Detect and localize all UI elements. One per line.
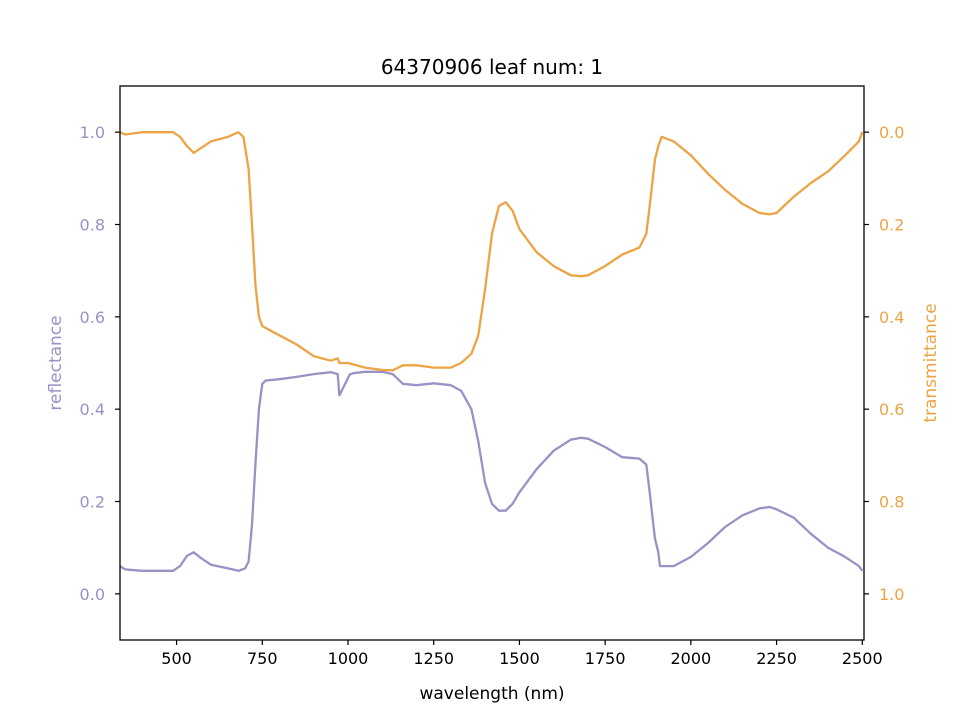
plot-layer <box>119 131 864 572</box>
x-tick-label: 2250 <box>756 649 797 668</box>
right-y-axis-label: transmittance <box>921 303 941 422</box>
left-y-tick-label: 0.2 <box>80 493 105 512</box>
right-y-tick-label: 0.2 <box>879 216 904 235</box>
reflectance-series-line <box>119 370 864 572</box>
x-tick-label: 2500 <box>842 649 883 668</box>
x-tick-label: 500 <box>161 649 192 668</box>
right-y-tick-label: 1.0 <box>879 585 904 604</box>
right-y-tick-label: 0.0 <box>879 123 904 142</box>
left-y-tick-label: 1.0 <box>80 123 105 142</box>
x-axis-label: wavelength (nm) <box>419 684 564 704</box>
x-tick-label: 1250 <box>413 649 454 668</box>
right-y-tick-label: 0.6 <box>879 400 904 419</box>
left-y-tick-label: 0.0 <box>80 585 105 604</box>
x-tick-label: 1500 <box>499 649 540 668</box>
x-axis: 500 750 1000 1250 1500 1750 2000 2250 2500 <box>161 640 883 668</box>
chart-title: 64370906 leaf num: 1 <box>381 55 603 79</box>
left-y-tick-label: 0.6 <box>80 308 105 327</box>
x-tick-label: 1750 <box>585 649 626 668</box>
x-tick-label: 1000 <box>328 649 369 668</box>
left-y-tick-label: 0.4 <box>80 400 105 419</box>
left-y-tick-label: 0.8 <box>80 216 105 235</box>
x-tick-label: 750 <box>247 649 278 668</box>
right-y-tick-label: 0.8 <box>879 493 904 512</box>
right-y-tick-label: 0.4 <box>879 308 904 327</box>
left-y-axis-label: reflectance <box>46 315 66 410</box>
right-y-axis: 0.0 0.2 0.4 0.6 0.8 1.0 <box>864 123 904 604</box>
plot-frame <box>119 85 865 641</box>
left-y-axis: 0.0 0.2 0.4 0.6 0.8 1.0 <box>80 123 120 604</box>
x-tick-label: 2000 <box>670 649 711 668</box>
transmittance-series-line <box>119 131 864 372</box>
